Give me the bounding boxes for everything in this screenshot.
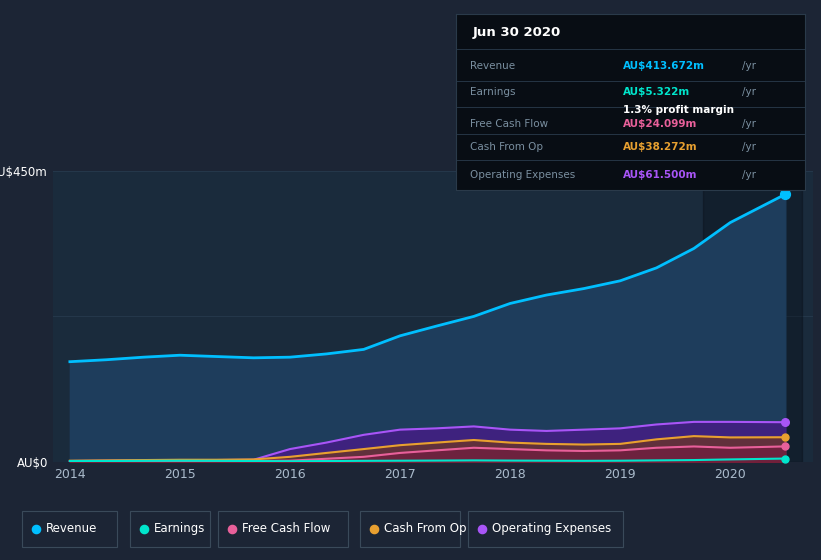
Text: Cash From Op: Cash From Op <box>384 522 466 535</box>
Text: AU$413.672m: AU$413.672m <box>623 61 705 71</box>
Text: AU$38.272m: AU$38.272m <box>623 142 698 152</box>
Point <box>137 524 150 533</box>
Point <box>778 190 791 199</box>
Text: /yr: /yr <box>742 119 756 129</box>
Text: Revenue: Revenue <box>46 522 98 535</box>
Text: Operating Expenses: Operating Expenses <box>492 522 612 535</box>
Text: Earnings: Earnings <box>154 522 205 535</box>
Text: Revenue: Revenue <box>470 61 515 71</box>
Text: Jun 30 2020: Jun 30 2020 <box>473 26 562 39</box>
Point <box>778 442 791 451</box>
Text: Free Cash Flow: Free Cash Flow <box>470 119 548 129</box>
Point <box>226 524 239 533</box>
Text: /yr: /yr <box>742 87 756 97</box>
Text: AU$24.099m: AU$24.099m <box>623 119 698 129</box>
Text: Operating Expenses: Operating Expenses <box>470 170 575 180</box>
Text: AU$5.322m: AU$5.322m <box>623 87 690 97</box>
Point <box>778 418 791 427</box>
Text: Cash From Op: Cash From Op <box>470 142 543 152</box>
Point <box>30 524 43 533</box>
Text: Free Cash Flow: Free Cash Flow <box>242 522 330 535</box>
Text: /yr: /yr <box>742 170 756 180</box>
Point <box>778 433 791 442</box>
Text: Earnings: Earnings <box>470 87 515 97</box>
Text: /yr: /yr <box>742 61 756 71</box>
Bar <box>703 171 802 462</box>
Point <box>475 524 488 533</box>
Text: /yr: /yr <box>742 142 756 152</box>
Point <box>778 454 791 463</box>
Text: 1.3% profit margin: 1.3% profit margin <box>623 105 734 115</box>
Text: AU$61.500m: AU$61.500m <box>623 170 698 180</box>
Point <box>368 524 381 533</box>
